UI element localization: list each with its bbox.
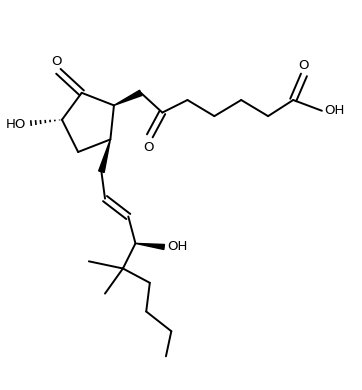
Text: O: O [299, 59, 309, 72]
Polygon shape [135, 243, 164, 250]
Text: OH: OH [324, 104, 345, 117]
Polygon shape [114, 90, 142, 105]
Text: O: O [51, 55, 62, 69]
Polygon shape [99, 140, 110, 172]
Text: O: O [143, 141, 154, 154]
Text: HO: HO [6, 117, 26, 131]
Text: OH: OH [167, 240, 188, 253]
